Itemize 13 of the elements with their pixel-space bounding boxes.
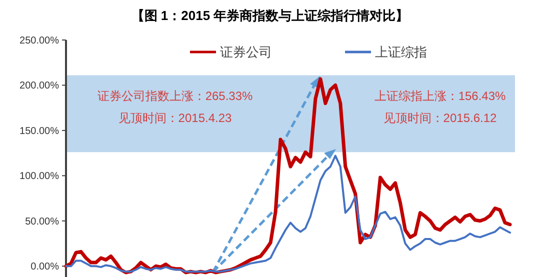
annotation: 见顶时间：2015.6.12: [383, 111, 498, 125]
y-tick-label: 250.00%: [20, 36, 60, 46]
legend-label: 上证综指: [375, 44, 427, 60]
y-tick-label: 100.00%: [20, 171, 60, 182]
y-tick-label: 200.00%: [20, 80, 60, 92]
y-tick-label: 0.00%: [30, 262, 60, 273]
legend-label: 证券公司: [220, 44, 272, 60]
chart-title: 【图 1：2015 年券商指数与上证综指行情对比】: [131, 8, 409, 23]
annotation: 证券公司指数上涨：265.33%: [97, 89, 254, 103]
y-tick-label: 50.00%: [25, 216, 60, 228]
y-tick-label: 150.00%: [20, 126, 60, 137]
annotation: 见顶时间：2015.4.23: [118, 111, 232, 125]
annotation: 上证综指上涨：156.43%: [374, 89, 506, 103]
